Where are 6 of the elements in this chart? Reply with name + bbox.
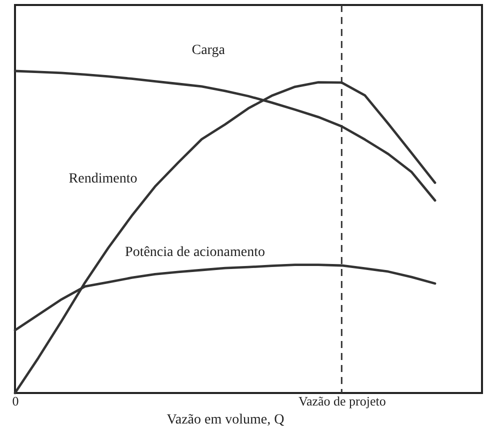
x-axis-title: Vazão em volume, Q (166, 412, 284, 428)
series-label: Potência de acionamento (125, 245, 265, 260)
series-label: Carga (192, 42, 226, 58)
series-label: Rendimento (68, 172, 138, 187)
x-tick-label: Vazão de projeto (298, 394, 386, 408)
x-tick-label: 0 (12, 394, 19, 408)
